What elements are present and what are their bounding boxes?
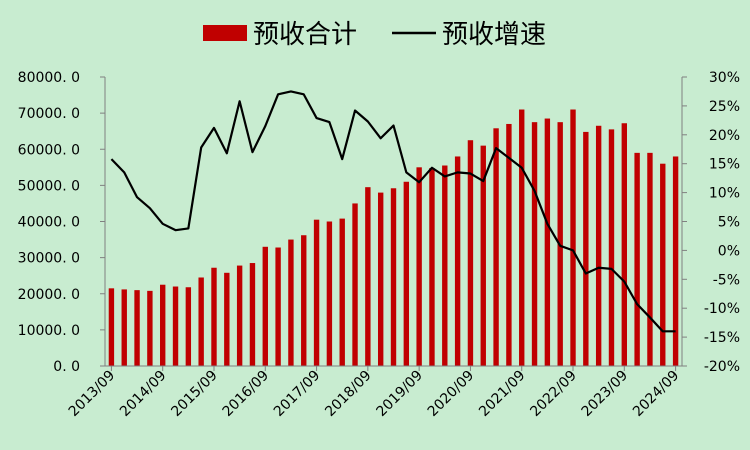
legend-label-line: 预收增速 (442, 20, 546, 50)
bar-22 (390, 188, 397, 366)
bar-27 (454, 156, 461, 366)
left-tick-label-3: 30000. 0 (18, 251, 80, 267)
right-tick-label-7: 15% (709, 157, 740, 173)
bar-5 (172, 286, 179, 366)
bar-30 (493, 128, 499, 366)
bar-4 (160, 284, 166, 366)
left-tick-label-1: 10000. 0 (18, 323, 80, 339)
bar-40 (621, 123, 627, 367)
right-tick-label-4: 0% (718, 243, 740, 259)
bar-21 (377, 192, 384, 366)
x-tick-label-7: 2020/09 (425, 368, 477, 420)
right-tick-label-9: 25% (709, 99, 740, 115)
bar-28 (467, 140, 474, 366)
x-tick-label-4: 2017/09 (271, 368, 323, 420)
bar-15 (301, 235, 307, 366)
bar-0 (108, 288, 115, 366)
bar-10 (236, 265, 243, 366)
x-tick-label-5: 2018/09 (322, 368, 374, 420)
bar-9 (224, 272, 230, 366)
bar-19 (352, 203, 358, 366)
x-tick-label-10: 2023/09 (579, 368, 631, 420)
x-tick-label-3: 2016/09 (220, 368, 272, 420)
bar-14 (288, 239, 294, 366)
bar-24 (416, 167, 422, 366)
x-tick-label-0: 2013/09 (66, 368, 118, 420)
right-tick-label-8: 20% (709, 128, 740, 144)
x-tick-label-11: 2024/09 (630, 368, 682, 420)
left-tick-label-7: 70000. 0 (18, 106, 80, 122)
bar-38 (595, 125, 602, 367)
right-tick-label-0: -20% (704, 359, 740, 375)
bar-3 (147, 290, 153, 366)
x-tick-label-1: 2014/09 (117, 368, 169, 420)
bar-39 (608, 129, 615, 366)
bar-37 (583, 131, 589, 366)
bar-32 (519, 109, 525, 366)
bar-44 (672, 156, 679, 366)
left-tick-label-5: 50000. 0 (18, 178, 80, 194)
right-tick-label-3: -5% (713, 272, 740, 288)
bar-11 (249, 263, 256, 366)
bar-23 (403, 181, 410, 366)
bar-8 (211, 267, 217, 366)
x-tick-label-9: 2022/09 (527, 368, 579, 420)
legend-bar-swatch (203, 25, 247, 41)
bar-2 (134, 290, 140, 366)
left-tick-label-2: 20000. 0 (18, 287, 80, 303)
x-tick-label-6: 2019/09 (374, 368, 426, 420)
bar-25 (429, 168, 435, 366)
bar-34 (544, 118, 551, 366)
bar-33 (531, 122, 538, 366)
growth-line (110, 90, 676, 333)
right-tick-label-10: 30% (709, 70, 740, 86)
left-tick-label-6: 60000. 0 (18, 142, 80, 158)
bar-42 (647, 152, 653, 366)
bar-12 (262, 246, 268, 366)
x-tick-label-8: 2021/09 (476, 368, 528, 420)
bar-18 (339, 218, 345, 366)
bar-7 (198, 277, 204, 366)
x-tick-label-2: 2015/09 (168, 368, 220, 420)
right-tick-label-2: -10% (704, 301, 740, 317)
bar-16 (313, 219, 320, 366)
bar-29 (480, 145, 486, 366)
bar-6 (185, 287, 192, 366)
left-tick-label-8: 80000. 0 (18, 70, 80, 86)
bar-41 (634, 152, 640, 366)
bar-26 (442, 165, 448, 366)
bar-17 (326, 221, 333, 366)
left-tick-label-0: 0. 0 (53, 359, 80, 375)
bar-43 (660, 163, 666, 366)
bar-31 (506, 123, 512, 367)
bar-36 (570, 109, 576, 366)
left-tick-label-4: 40000. 0 (18, 215, 80, 231)
legend-label-bar: 预收合计 (253, 20, 357, 50)
right-tick-label-1: -15% (704, 330, 740, 346)
right-tick-label-6: 10% (709, 186, 740, 202)
bar-13 (275, 247, 281, 366)
right-tick-label-5: 5% (718, 215, 740, 231)
bar-20 (365, 187, 371, 366)
bar-1 (121, 289, 127, 366)
